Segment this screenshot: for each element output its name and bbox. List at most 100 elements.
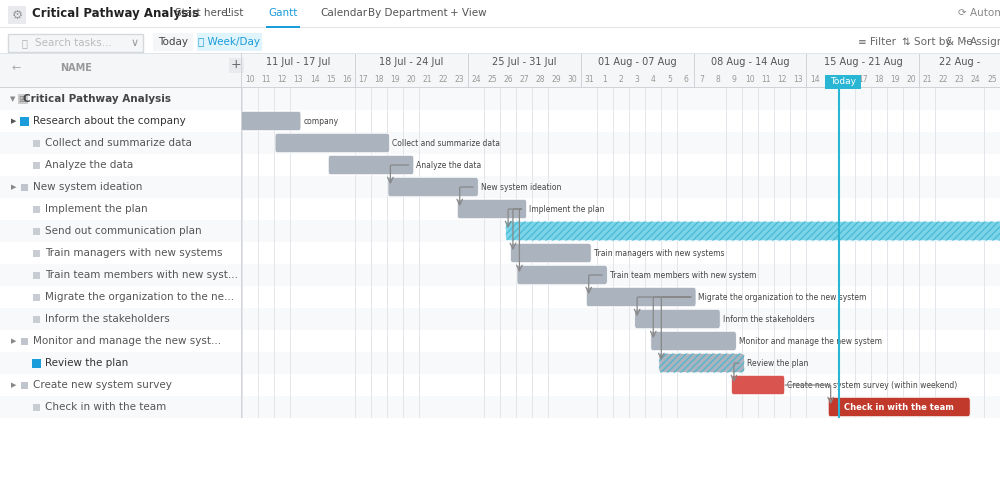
Text: ▶: ▶	[11, 184, 16, 190]
Text: 18 Jul - 24 Jul: 18 Jul - 24 Jul	[379, 57, 444, 67]
Text: New system ideation: New system ideation	[481, 183, 561, 191]
Text: Collect and summarize data: Collect and summarize data	[45, 138, 192, 148]
Text: 18: 18	[874, 75, 884, 85]
Text: 20: 20	[906, 75, 916, 85]
Text: Analyze the data: Analyze the data	[45, 160, 133, 170]
Text: 11: 11	[261, 75, 271, 85]
Text: Today: Today	[158, 37, 188, 47]
Text: 5: 5	[667, 75, 672, 85]
Text: 16: 16	[342, 75, 352, 85]
Text: 11 Jul - 17 Jul: 11 Jul - 17 Jul	[266, 57, 331, 67]
Text: 17: 17	[358, 75, 368, 85]
Text: Today: Today	[830, 77, 856, 87]
Text: 1: 1	[602, 75, 607, 85]
Text: ⟳ Automat: ⟳ Automat	[958, 8, 1000, 18]
Text: 16: 16	[842, 75, 852, 85]
Text: 24: 24	[971, 75, 981, 85]
Text: 10: 10	[245, 75, 255, 85]
FancyBboxPatch shape	[457, 199, 527, 219]
Text: 30: 30	[568, 75, 577, 85]
Text: 13: 13	[294, 75, 303, 85]
Text: Inform the stakeholders: Inform the stakeholders	[723, 315, 814, 323]
Text: List: List	[225, 8, 243, 18]
Text: New system ideation: New system ideation	[33, 182, 142, 192]
Text: 12: 12	[278, 75, 287, 85]
Text: Review the plan: Review the plan	[747, 358, 808, 368]
Text: 29: 29	[552, 75, 561, 85]
Text: ∨: ∨	[131, 38, 139, 48]
Text: Inform the stakeholders: Inform the stakeholders	[45, 314, 170, 324]
Text: Start here!: Start here!	[175, 8, 232, 18]
Text: 19: 19	[390, 75, 400, 85]
Text: 📅 Week/Day: 📅 Week/Day	[198, 37, 260, 47]
Text: 21: 21	[423, 75, 432, 85]
Text: 25 Jul - 31 Jul: 25 Jul - 31 Jul	[492, 57, 556, 67]
Text: 27: 27	[519, 75, 529, 85]
Text: Send out communication plan: Send out communication plan	[45, 226, 202, 236]
Text: 8: 8	[715, 75, 720, 85]
Text: 26: 26	[503, 75, 513, 85]
Text: 28: 28	[536, 75, 545, 85]
Text: + View: + View	[450, 8, 487, 18]
Text: 15: 15	[326, 75, 336, 85]
Text: By Department: By Department	[368, 8, 448, 18]
FancyBboxPatch shape	[275, 133, 390, 153]
FancyBboxPatch shape	[517, 265, 607, 285]
FancyBboxPatch shape	[828, 397, 970, 417]
Text: 25: 25	[987, 75, 997, 85]
Text: 2: 2	[619, 75, 623, 85]
Text: Train managers with new systems: Train managers with new systems	[45, 248, 222, 258]
Text: Search tasks...: Search tasks...	[35, 38, 112, 48]
Text: 20: 20	[407, 75, 416, 85]
Text: 25: 25	[487, 75, 497, 85]
Text: Monitor and manage the new syst...: Monitor and manage the new syst...	[33, 336, 221, 346]
Text: 15: 15	[826, 75, 835, 85]
Text: ⊞: ⊞	[18, 94, 26, 104]
Text: 9: 9	[731, 75, 736, 85]
FancyBboxPatch shape	[731, 375, 785, 394]
Text: 22: 22	[939, 75, 948, 85]
Text: Check in with the team: Check in with the team	[45, 402, 166, 412]
Text: 14: 14	[810, 75, 819, 85]
FancyBboxPatch shape	[506, 221, 1000, 241]
Text: Analyze the data: Analyze the data	[416, 161, 481, 169]
Text: Calendar: Calendar	[320, 8, 367, 18]
Text: 18: 18	[374, 75, 384, 85]
FancyBboxPatch shape	[328, 155, 414, 175]
Text: Train managers with new systems: Train managers with new systems	[594, 248, 724, 258]
Text: Review the plan: Review the plan	[45, 358, 128, 368]
Text: Collect and summarize data: Collect and summarize data	[392, 138, 500, 148]
FancyBboxPatch shape	[659, 354, 744, 373]
Text: ▶: ▶	[11, 118, 16, 124]
Text: Assign: Assign	[970, 37, 1000, 47]
FancyBboxPatch shape	[586, 287, 696, 307]
Text: ▼: ▼	[10, 96, 15, 102]
Text: ≡ Filter: ≡ Filter	[858, 37, 896, 47]
Text: Train team members with new syst...: Train team members with new syst...	[45, 270, 238, 280]
Text: Check in with the team: Check in with the team	[844, 402, 954, 412]
Text: ⚙: ⚙	[11, 8, 23, 21]
Text: 23: 23	[955, 75, 964, 85]
Text: ⇅ Sort by: ⇅ Sort by	[902, 37, 952, 47]
Text: 23: 23	[455, 75, 465, 85]
FancyBboxPatch shape	[240, 112, 301, 131]
Text: 01 Aug - 07 Aug: 01 Aug - 07 Aug	[598, 57, 676, 67]
Text: NAME: NAME	[60, 63, 92, 73]
FancyBboxPatch shape	[388, 177, 478, 197]
Text: Implement the plan: Implement the plan	[529, 205, 605, 213]
Text: 7: 7	[699, 75, 704, 85]
Text: Gantt: Gantt	[268, 8, 297, 18]
Text: 22 Aug -: 22 Aug -	[939, 57, 980, 67]
Text: 17: 17	[858, 75, 868, 85]
Text: Research about the company: Research about the company	[33, 116, 186, 126]
Text: 6: 6	[683, 75, 688, 85]
Text: Migrate the organization to the new system: Migrate the organization to the new syst…	[698, 293, 867, 301]
Text: 12: 12	[778, 75, 787, 85]
Text: ▶: ▶	[11, 338, 16, 344]
Text: 4: 4	[651, 75, 656, 85]
Text: 24: 24	[471, 75, 481, 85]
Text: Critical Pathway Analysis: Critical Pathway Analysis	[32, 7, 199, 20]
Text: Migrate the organization to the ne...: Migrate the organization to the ne...	[45, 292, 234, 302]
Text: 31: 31	[584, 75, 594, 85]
FancyBboxPatch shape	[635, 309, 720, 329]
